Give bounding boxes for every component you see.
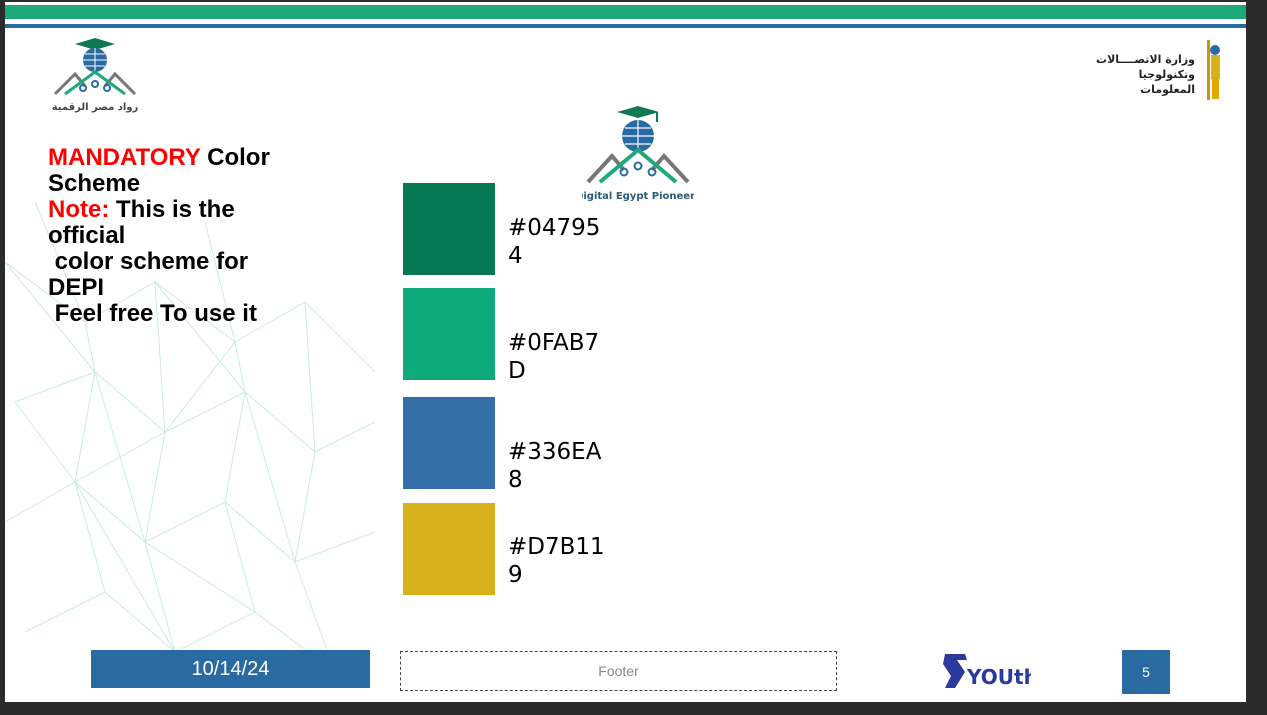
- network-background-pattern: [5, 202, 376, 673]
- youth-logo: YOUth: [941, 650, 1038, 690]
- center-logo: Digital Egypt Pioneers: [575, 104, 701, 202]
- hex-code-3: #336EA 8: [508, 439, 602, 493]
- hex-code-2: #0FAB7 D: [508, 330, 600, 384]
- pioneers-logo-icon: رواد مصر الرقمية: [52, 38, 139, 113]
- digital-egypt-pioneers-logo-icon: Digital Egypt Pioneers: [575, 106, 701, 202]
- footer-placeholder[interactable]: Footer: [400, 651, 837, 691]
- pharaoh-figure-icon: [1207, 40, 1220, 100]
- hex-code-4: #D7B11 9: [508, 534, 605, 588]
- color-swatch-1: [403, 183, 495, 275]
- ministry-logo: وزارة الاتصــــالات وتكنولوجيا المعلومات: [1095, 40, 1225, 102]
- color-swatch-3: [403, 397, 495, 489]
- mandatory-label: MANDATORY: [48, 144, 201, 171]
- color-swatch-4: [403, 503, 495, 595]
- footer-date: 10/14/24: [91, 650, 370, 688]
- youth-logo-icon: YOUth: [943, 654, 1038, 689]
- ministry-name-line1: وزارة الاتصــــالات: [1096, 53, 1195, 66]
- hex-code-1: #04795 4: [508, 215, 601, 269]
- left-logo: رواد مصر الرقمية: [45, 36, 145, 116]
- ministry-name-line2: وتكنولوجيا المعلومات: [1138, 68, 1195, 96]
- slide: رواد مصر الرقمية وزارة الاتصــــالات وتك…: [5, 2, 1246, 702]
- mandatory-color-scheme-heading: MANDATORY Color Scheme Note: This is the…: [48, 144, 270, 327]
- top-accent-bar-green: [5, 5, 1246, 19]
- color-swatch-2: [403, 288, 495, 380]
- svg-text:رواد مصر الرقمية: رواد مصر الرقمية: [52, 102, 139, 113]
- note-label: Note:: [48, 196, 110, 223]
- page-number: 5: [1122, 650, 1170, 694]
- top-accent-bar-blue: [5, 24, 1246, 28]
- svg-text:Digital Egypt Pioneers: Digital Egypt Pioneers: [582, 191, 694, 202]
- svg-text:YOUth: YOUth: [966, 665, 1031, 689]
